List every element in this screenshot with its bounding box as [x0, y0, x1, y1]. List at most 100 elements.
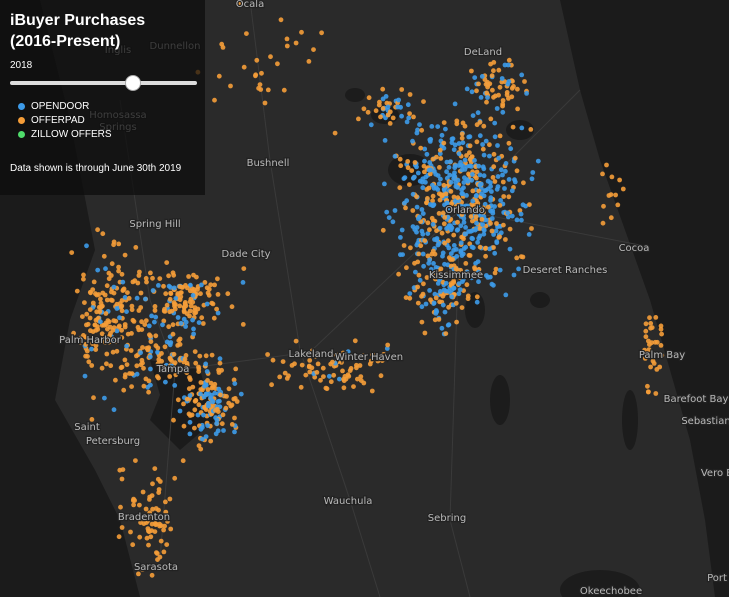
purchase-dot [492, 250, 498, 256]
purchase-dot [134, 363, 140, 369]
purchase-dot [451, 194, 457, 200]
purchase-dot [162, 344, 168, 350]
purchase-dot [488, 195, 494, 201]
purchase-dot [452, 174, 458, 179]
purchase-dot [421, 99, 426, 104]
slider-track[interactable] [10, 81, 197, 85]
purchase-dot [505, 210, 511, 216]
legend-item[interactable]: OPENDOOR [10, 99, 195, 113]
purchase-dot [103, 311, 109, 316]
purchase-dot [459, 135, 465, 141]
purchase-dot [221, 428, 226, 433]
purchase-dot [153, 314, 159, 320]
purchase-dot [419, 127, 425, 133]
purchase-dot [412, 160, 418, 165]
purchase-dot [464, 282, 470, 288]
purchase-dot [658, 343, 664, 348]
purchase-dot [114, 306, 120, 311]
purchase-dot [474, 220, 479, 226]
purchase-dot [209, 352, 215, 358]
year-slider[interactable] [10, 75, 197, 91]
purchase-dot [498, 198, 503, 203]
purchase-dot [91, 395, 96, 401]
purchase-dot [431, 300, 437, 306]
purchase-dot [507, 226, 513, 232]
purchase-dot [175, 343, 181, 348]
purchase-dot [149, 493, 155, 498]
purchase-dot [440, 192, 446, 198]
purchase-dot [145, 518, 151, 524]
purchase-dot [411, 114, 416, 120]
purchase-dot [506, 194, 512, 200]
purchase-dot [458, 267, 463, 273]
purchase-dot [183, 324, 189, 329]
purchase-dot [399, 227, 405, 233]
legend-item[interactable]: OFFERPAD [10, 113, 195, 127]
purchase-dot [86, 359, 92, 365]
purchase-dot [475, 200, 481, 206]
purchase-dot [90, 300, 96, 306]
purchase-dot [482, 77, 488, 82]
purchase-dot [422, 330, 428, 336]
purchase-dot [133, 245, 139, 250]
purchase-dot [186, 274, 192, 279]
purchase-dot [463, 225, 468, 230]
purchase-dot [403, 205, 408, 211]
purchase-dot [146, 389, 152, 395]
lakes [345, 88, 640, 597]
purchase-dot [491, 94, 496, 100]
purchase-dot [425, 220, 431, 226]
purchase-dot [401, 243, 407, 248]
purchase-dot [493, 228, 499, 234]
purchase-dot [150, 481, 155, 487]
purchase-dot [178, 290, 184, 295]
purchase-dot [430, 193, 436, 199]
purchase-dot [410, 191, 416, 197]
purchase-dot [206, 286, 212, 292]
purchase-dot [196, 364, 201, 370]
purchase-dot [431, 261, 436, 266]
lake [622, 390, 638, 450]
purchase-dot [490, 87, 495, 93]
purchase-dot [425, 196, 430, 201]
purchase-dot [469, 244, 475, 250]
purchase-dot [467, 143, 473, 149]
purchase-dot [438, 176, 443, 182]
purchase-dot [448, 159, 453, 165]
purchase-dot [453, 300, 459, 306]
purchase-dot [470, 113, 476, 118]
purchase-dot [198, 291, 203, 297]
purchase-dot [514, 217, 520, 223]
purchase-dot [651, 361, 657, 366]
purchase-dot [337, 356, 342, 361]
purchase-dot [321, 374, 326, 379]
purchase-dot [399, 87, 405, 92]
purchase-dot [137, 534, 143, 540]
purchase-dot [204, 369, 210, 374]
purchase-dot [94, 309, 100, 315]
purchase-dot [163, 291, 169, 297]
legend-item[interactable]: ZILLOW OFFERS [10, 127, 195, 141]
purchase-dot [451, 147, 457, 153]
purchase-dot [407, 291, 413, 296]
purchase-dot [205, 387, 211, 392]
purchase-dot [416, 272, 422, 278]
purchase-dot [217, 360, 223, 366]
purchase-dot [442, 261, 447, 267]
purchase-dot [265, 352, 270, 357]
purchase-dot [489, 189, 494, 194]
purchase-dot [196, 369, 202, 374]
purchase-dot [361, 106, 367, 112]
purchase-dot [127, 371, 132, 376]
place-labels: OcalaInglisDunnellonDeLandHomosassaSprin… [58, 0, 729, 597]
purchase-dot [121, 286, 127, 292]
purchase-dot [475, 269, 481, 275]
purchase-dot [171, 285, 177, 291]
purchase-dot [453, 180, 459, 185]
slider-thumb[interactable] [125, 75, 141, 91]
purchase-dot [166, 324, 172, 330]
purchase-dot [489, 216, 495, 221]
purchase-dot [188, 282, 193, 288]
purchase-dot [152, 521, 158, 526]
purchase-dot [414, 194, 419, 200]
